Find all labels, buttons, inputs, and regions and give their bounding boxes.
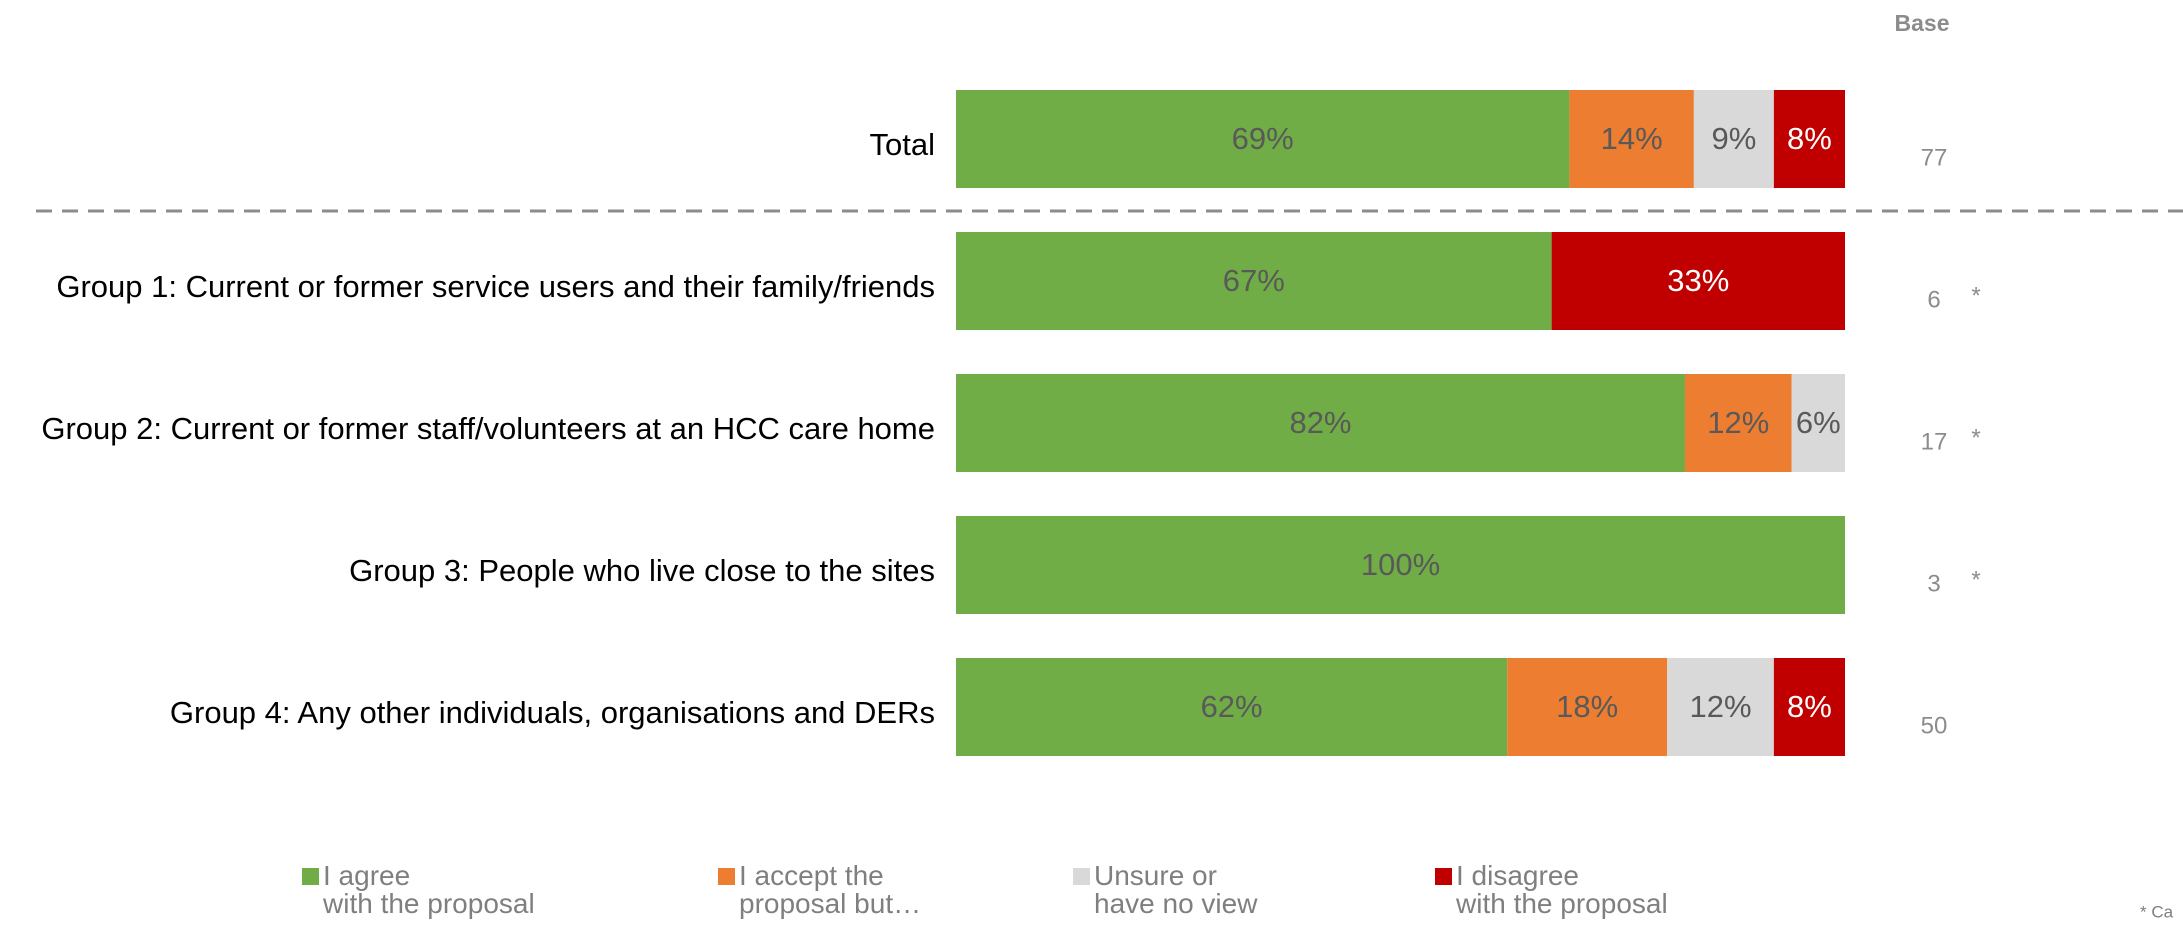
base-value: 17 [1921, 428, 1948, 455]
value-label: 62% [1201, 689, 1263, 724]
bar-segment [1773, 658, 1845, 756]
bar-segment [1667, 658, 1774, 756]
bar-segment [1551, 232, 1845, 330]
legend-item: Unsure or have no view [1073, 862, 1257, 918]
legend-label: I agree with the proposal [323, 860, 535, 919]
base-value: 6 [1927, 286, 1940, 313]
bar-segment [956, 516, 1845, 614]
bar-segment [1569, 90, 1694, 188]
bar-segment [956, 658, 1508, 756]
value-label: 6% [1796, 405, 1841, 440]
category-label: Group 4: Any other individuals, organisa… [170, 695, 935, 730]
base-value: 77 [1921, 144, 1948, 171]
base-title: Base [1895, 10, 1950, 36]
category-label: Group 3: People who live close to the si… [349, 553, 935, 588]
bar-segment [1773, 90, 1845, 188]
legend-label: Unsure or have no view [1094, 860, 1258, 919]
bar-segment [956, 90, 1570, 188]
legend-item: I disagree with the proposal [1435, 862, 1668, 918]
base-note: * [1971, 566, 1980, 593]
value-label: 18% [1556, 689, 1618, 724]
category-label: Total [870, 127, 935, 162]
bar-segment [956, 232, 1552, 330]
legend-swatch [718, 868, 735, 885]
legend-item: I agree with the proposal [302, 862, 535, 918]
base-value: 3 [1927, 570, 1940, 597]
value-label: 9% [1711, 121, 1756, 156]
category-label: Group 1: Current or former service users… [56, 269, 935, 304]
value-label: 67% [1223, 263, 1285, 298]
bar-segment [1791, 374, 1845, 472]
legend-label: I disagree with the proposal [1456, 860, 1668, 919]
value-label: 8% [1787, 121, 1832, 156]
legend-label: I accept the proposal but… [739, 860, 922, 919]
footnote: * Ca [2140, 902, 2174, 921]
legend-swatch [302, 868, 319, 885]
legend-swatch [1073, 868, 1090, 885]
bar-segment [956, 374, 1685, 472]
bar-segment [1693, 90, 1774, 188]
value-label: 100% [1361, 547, 1440, 582]
value-label: 8% [1787, 689, 1832, 724]
value-label: 12% [1690, 689, 1752, 724]
base-note: * [1971, 424, 1980, 451]
bar-segment [1684, 374, 1792, 472]
category-label: Group 2: Current or former staff/volunte… [41, 411, 935, 446]
value-label: 33% [1667, 263, 1729, 298]
base-value: 50 [1921, 712, 1948, 739]
legend-swatch [1435, 868, 1452, 885]
value-label: 69% [1232, 121, 1294, 156]
value-label: 12% [1707, 405, 1769, 440]
value-label: 14% [1601, 121, 1663, 156]
value-label: 82% [1289, 405, 1351, 440]
bar-segment [1507, 658, 1668, 756]
legend-item: I accept the proposal but… [718, 862, 921, 918]
base-note: * [1971, 282, 1980, 309]
